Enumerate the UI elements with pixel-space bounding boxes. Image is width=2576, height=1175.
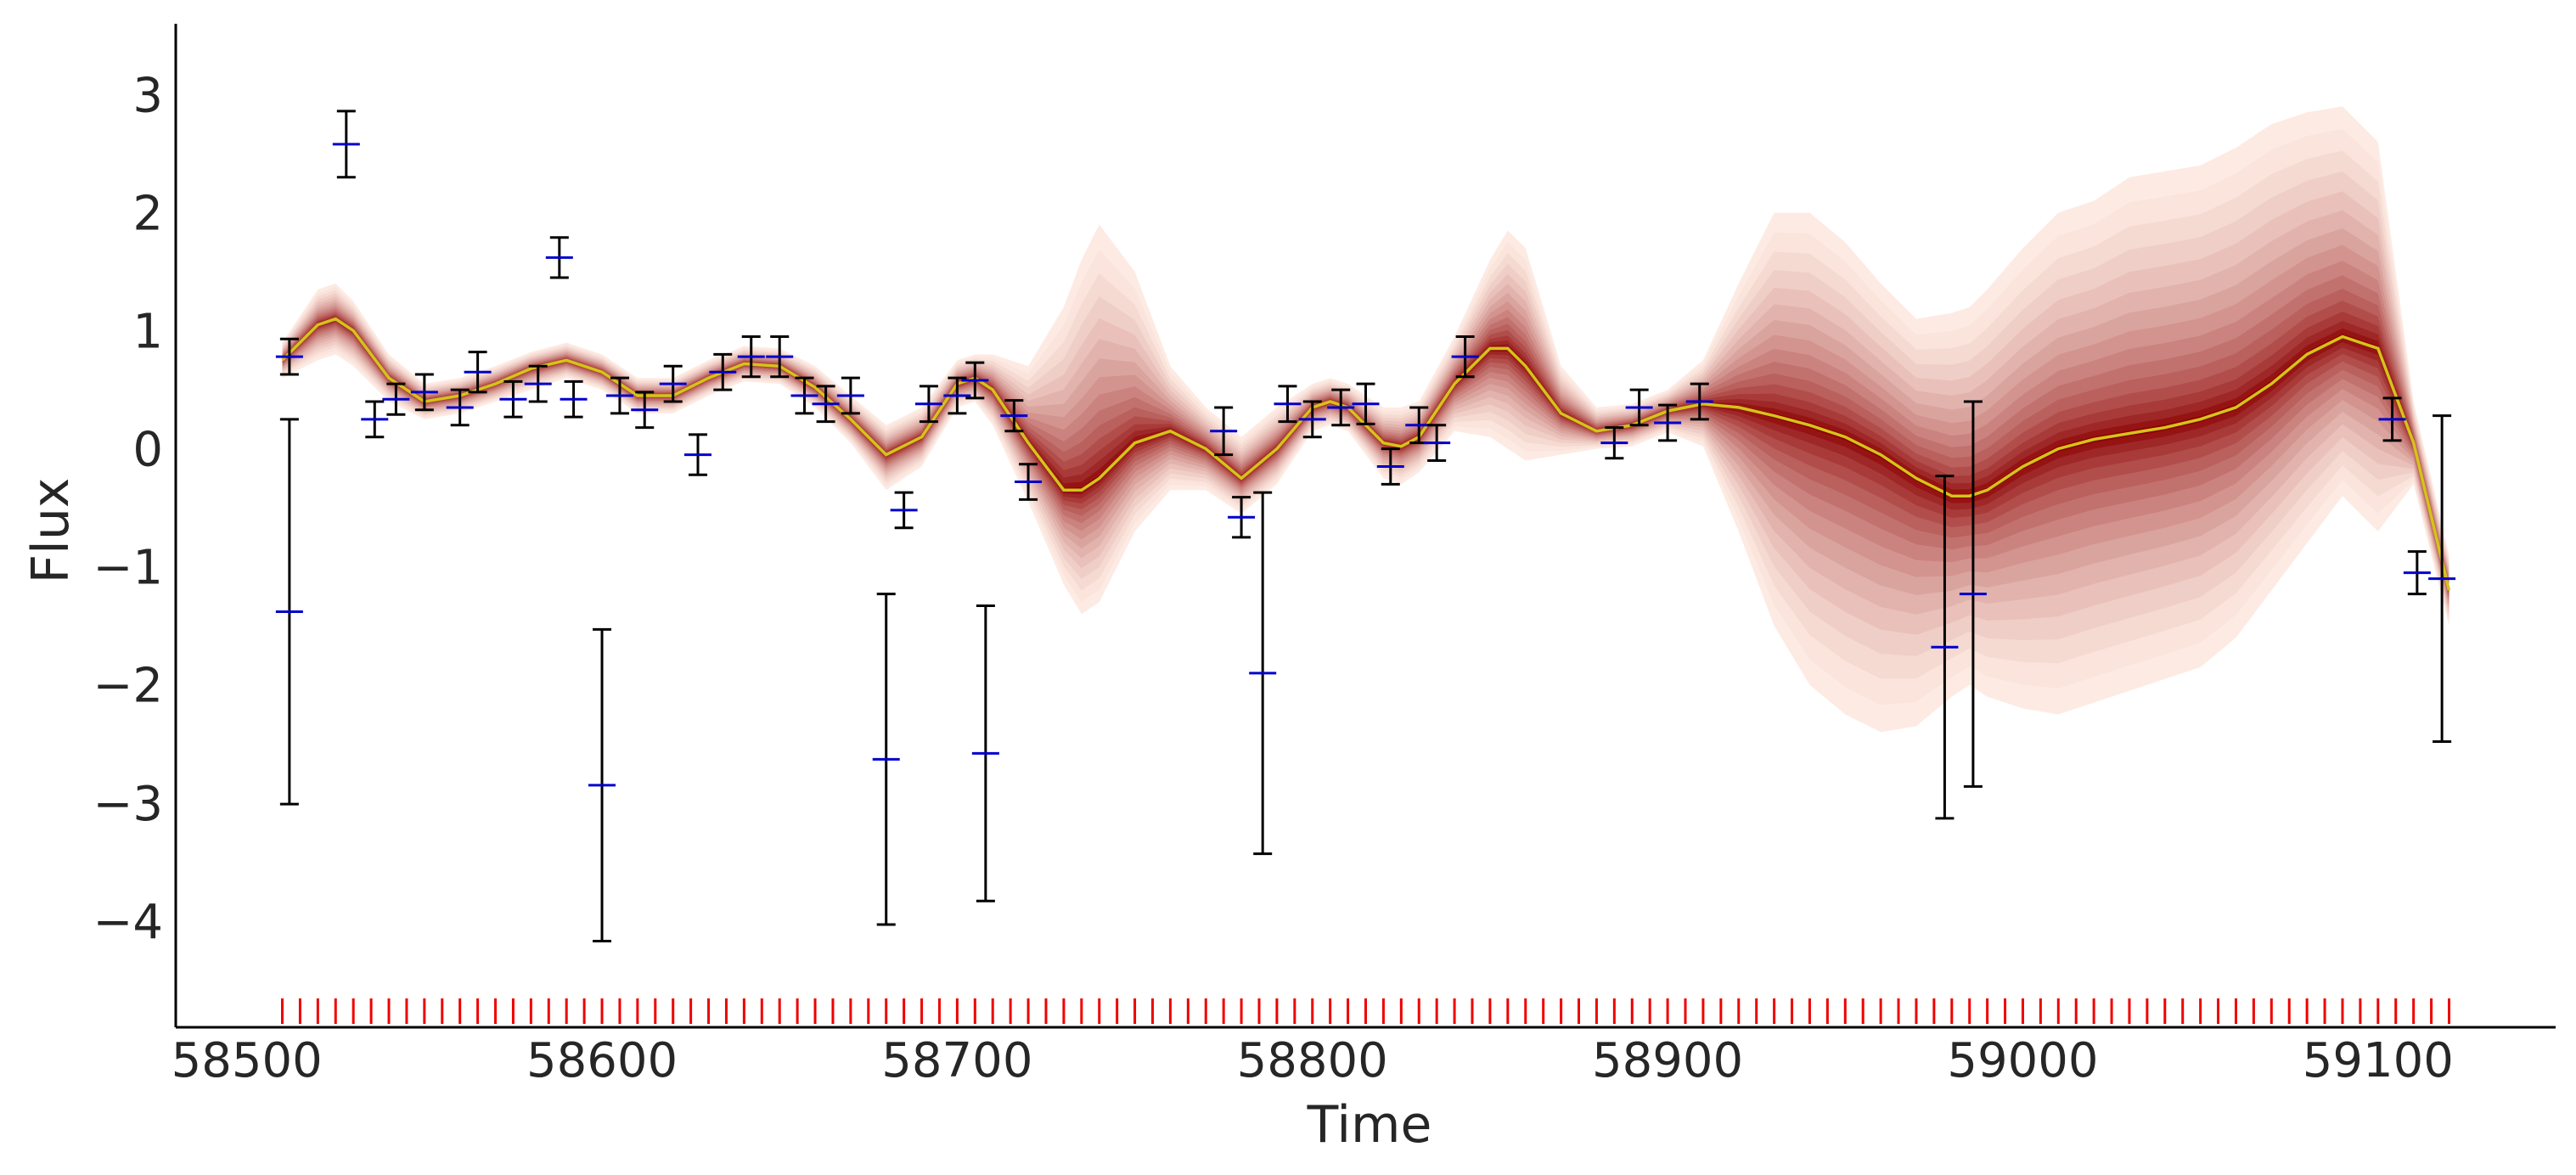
y-tick-label: −2: [93, 659, 163, 714]
x-tick-label: 58600: [526, 1033, 678, 1088]
y-axis-label: Flux: [21, 478, 81, 584]
y-tick-label: −3: [93, 777, 163, 832]
y-tick-label: −1: [93, 541, 163, 596]
rug-ticks: [281, 998, 2450, 1024]
x-tick-label: 58500: [172, 1033, 323, 1088]
y-tick-label: 2: [132, 186, 163, 241]
x-axis-label: Time: [1307, 1095, 1432, 1155]
y-tick-label: 3: [132, 68, 163, 123]
y-tick-labels: −4 −3 −2 −1 0 1 2 3: [93, 68, 163, 949]
axes: [174, 24, 2556, 1029]
x-tick-labels: 58500 58600 58700 58800 58900 59000 59100: [172, 1033, 2454, 1088]
y-tick-label: −4: [93, 895, 163, 950]
posterior-band: [282, 312, 2449, 594]
observations: [275, 110, 2456, 942]
x-tick-label: 59000: [1947, 1033, 2098, 1088]
posterior-band: [282, 289, 2449, 599]
x-tick-label: 58700: [881, 1033, 1032, 1088]
x-tick-label: 58900: [1592, 1033, 1743, 1088]
y-tick-label: 1: [132, 305, 163, 360]
x-tick-label: 59100: [2303, 1033, 2454, 1088]
y-tick-label: 0: [132, 423, 163, 478]
x-tick-label: 58800: [1237, 1033, 1388, 1088]
